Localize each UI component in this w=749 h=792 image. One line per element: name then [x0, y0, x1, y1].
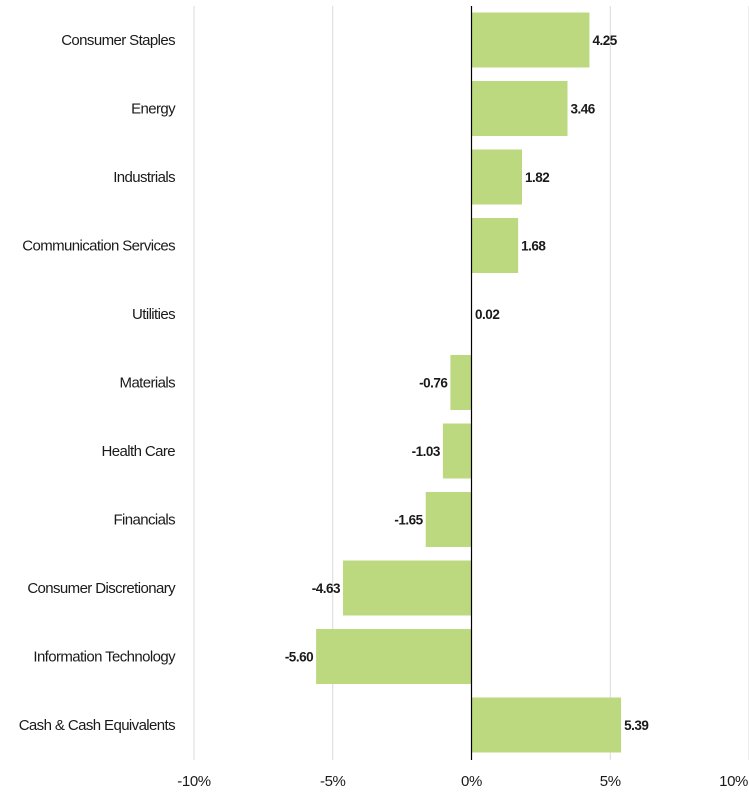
x-tick-label-4: 10% [719, 773, 748, 790]
value-label-6: -1.03 [412, 444, 441, 459]
bar-3 [471, 218, 519, 273]
value-label-8: -4.63 [312, 581, 341, 596]
bar-10 [471, 697, 622, 753]
bar-9 [316, 629, 472, 684]
value-label-0: 4.25 [592, 33, 617, 48]
x-tick-label-0: -10% [177, 773, 210, 790]
x-tick-label-1: -5% [320, 773, 346, 790]
category-label-3: Communication Services [22, 238, 175, 255]
category-label-1: Energy [131, 101, 176, 118]
value-label-4: 0.02 [475, 307, 499, 322]
value-label-7: -1.65 [394, 513, 423, 528]
bar-1 [471, 81, 568, 136]
category-label-5: Materials [120, 375, 176, 392]
bar-2 [471, 149, 523, 205]
category-label-9: Information Technology [33, 649, 176, 666]
value-label-2: 1.82 [525, 170, 549, 185]
bar-6 [442, 423, 472, 479]
category-label-6: Health Care [102, 443, 176, 460]
bar-7 [425, 492, 472, 547]
value-label-10: 5.39 [624, 718, 648, 733]
x-tick-labels: -10% -5% 0% 5% 10% [177, 773, 748, 790]
value-label-3: 1.68 [521, 239, 546, 254]
category-label-10: Cash & Cash Equivalents [19, 717, 175, 734]
bar-0 [471, 12, 590, 68]
x-tick-label-2: 0% [461, 773, 482, 790]
bars [316, 12, 622, 753]
category-label-4: Utilities [132, 306, 175, 323]
category-label-2: Industrials [113, 169, 175, 186]
value-label-9: -5.60 [285, 650, 313, 665]
category-labels: Consumer Staples Energy Industrials Communi… [19, 32, 177, 734]
category-label-0: Consumer Staples [61, 32, 175, 49]
category-label-8: Consumer Discretionary [27, 580, 176, 597]
value-labels: 4.25 3.46 1.82 1.68 0.02 -0.76 -1.03 -1.65 -4.63… [285, 33, 649, 733]
bar-8 [343, 560, 472, 616]
x-tick-label-3: 5% [600, 773, 621, 790]
value-label-1: 3.46 [571, 102, 596, 117]
value-label-5: -0.76 [419, 376, 448, 391]
bar-5 [450, 355, 472, 410]
category-label-7: Financials [113, 512, 175, 529]
